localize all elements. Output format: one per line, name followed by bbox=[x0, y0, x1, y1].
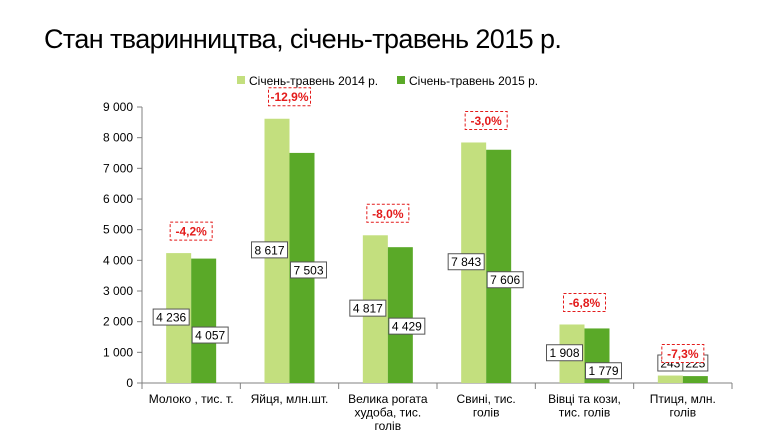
category-label: голів bbox=[473, 406, 500, 420]
legend-label: Січень-травень 2015 р. bbox=[409, 74, 538, 88]
bar-2014 bbox=[657, 375, 683, 383]
change-label: -7,3% bbox=[667, 347, 699, 361]
legend-label: Січень-травень 2014 р. bbox=[249, 74, 378, 88]
y-tick-label: 3 000 bbox=[103, 284, 133, 298]
value-label-2015: 4 057 bbox=[195, 329, 225, 343]
y-tick-label: 4 000 bbox=[103, 253, 133, 267]
bar-2015 bbox=[387, 247, 413, 383]
bar-2015 bbox=[191, 258, 217, 383]
category-label: Птиця, млн. bbox=[650, 392, 716, 406]
value-label-2014: 4 236 bbox=[156, 311, 186, 325]
bar-2015 bbox=[486, 149, 512, 383]
value-label-2015: 4 429 bbox=[392, 320, 422, 334]
change-label-box bbox=[563, 292, 606, 312]
value-label-box-2015 bbox=[290, 261, 327, 279]
category-label: Яйця, млн.шт. bbox=[251, 392, 329, 406]
value-label-box-2014 bbox=[447, 253, 485, 271]
bar-2015 bbox=[682, 376, 708, 383]
y-tick-label: 8 000 bbox=[103, 131, 133, 145]
y-tick-label: 2 000 bbox=[103, 315, 133, 329]
y-tick-label: 9 000 bbox=[103, 100, 133, 114]
y-tick-label: 7 000 bbox=[103, 161, 133, 175]
category-label: худоба, тис. bbox=[354, 406, 421, 420]
y-tick-label: 1 000 bbox=[103, 345, 133, 359]
value-label-2015: 1 779 bbox=[588, 364, 618, 378]
change-label-box bbox=[366, 203, 410, 223]
value-label-box-2014 bbox=[152, 308, 190, 326]
category-label: голів bbox=[670, 406, 697, 420]
value-label-box-2015 bbox=[191, 326, 229, 344]
value-label-box-2014 bbox=[349, 299, 387, 317]
change-label-box bbox=[464, 110, 508, 130]
category-label: голів bbox=[375, 419, 402, 433]
value-label-box-2015 bbox=[388, 317, 426, 335]
legend-swatch bbox=[397, 76, 405, 84]
page-title: Стан тваринництва, січень-травень 2015 р… bbox=[44, 24, 562, 54]
value-label-2015: 7 503 bbox=[293, 263, 323, 277]
value-label-box-2014 bbox=[546, 344, 583, 362]
value-label-2014: 1 908 bbox=[549, 346, 579, 360]
category-label: тис. голів bbox=[559, 406, 610, 420]
change-label: -12,9% bbox=[270, 90, 308, 104]
change-label-box bbox=[169, 221, 213, 241]
category-label: Велика рогата bbox=[348, 392, 428, 406]
category-label: Молоко , тис. т. bbox=[149, 392, 234, 406]
value-label-2014: 7 843 bbox=[451, 255, 481, 269]
change-label: -6,8% bbox=[569, 296, 601, 310]
change-label: -3,0% bbox=[470, 114, 502, 128]
y-tick-label: 0 bbox=[126, 376, 133, 390]
y-tick-label: 6 000 bbox=[103, 192, 133, 206]
y-tick-label: 5 000 bbox=[103, 223, 133, 237]
value-label-box-2015 bbox=[486, 271, 524, 289]
category-label: Вівці та кози, bbox=[548, 392, 621, 406]
change-label: -8,0% bbox=[372, 207, 404, 221]
value-label-2015: 7 606 bbox=[490, 273, 520, 287]
value-label-box-2015 bbox=[585, 362, 622, 380]
change-label-box bbox=[268, 87, 311, 107]
value-label-box-2014 bbox=[251, 241, 288, 259]
value-label-2014: 4 817 bbox=[353, 302, 383, 316]
category-label: Свині, тис. bbox=[457, 392, 516, 406]
change-label: -4,2% bbox=[175, 225, 207, 239]
change-label-box bbox=[661, 344, 705, 364]
legend-swatch bbox=[237, 76, 245, 84]
value-label-2014: 8 617 bbox=[254, 243, 284, 257]
